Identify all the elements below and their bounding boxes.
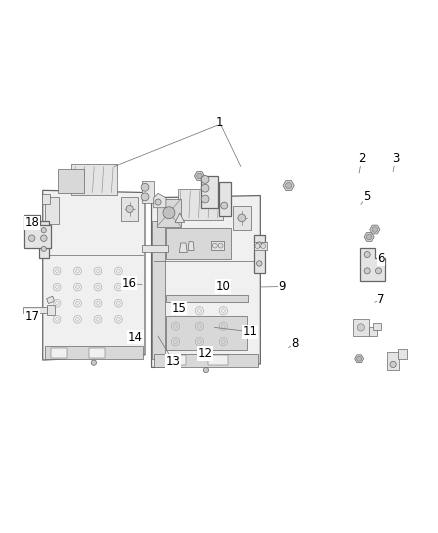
- Circle shape: [41, 228, 46, 233]
- Text: 5: 5: [363, 190, 371, 204]
- Bar: [141, 181, 154, 204]
- Circle shape: [218, 243, 223, 248]
- Polygon shape: [370, 225, 380, 234]
- Bar: [178, 189, 223, 220]
- Polygon shape: [180, 243, 187, 253]
- Circle shape: [201, 195, 209, 203]
- Circle shape: [212, 243, 217, 248]
- Text: 3: 3: [392, 152, 399, 165]
- Polygon shape: [47, 296, 54, 303]
- Circle shape: [357, 357, 362, 361]
- Bar: [39, 221, 49, 258]
- Bar: [254, 241, 267, 251]
- Bar: [45, 346, 143, 359]
- Circle shape: [141, 193, 149, 201]
- Circle shape: [141, 183, 149, 191]
- Text: 12: 12: [198, 347, 212, 360]
- Circle shape: [364, 268, 370, 274]
- Polygon shape: [194, 172, 205, 180]
- Bar: [58, 169, 84, 192]
- Bar: [369, 327, 378, 336]
- Polygon shape: [152, 196, 260, 367]
- Polygon shape: [360, 248, 385, 281]
- Circle shape: [364, 252, 370, 257]
- Bar: [166, 295, 248, 303]
- Circle shape: [255, 244, 260, 248]
- Text: 2: 2: [358, 152, 365, 165]
- Bar: [166, 316, 247, 350]
- Text: 7: 7: [377, 293, 385, 306]
- Circle shape: [238, 214, 246, 222]
- Polygon shape: [24, 215, 50, 248]
- Circle shape: [357, 324, 364, 331]
- Bar: [166, 228, 231, 259]
- Bar: [45, 197, 59, 224]
- Text: 10: 10: [216, 280, 231, 293]
- Bar: [47, 305, 55, 315]
- Text: 18: 18: [25, 216, 39, 230]
- Bar: [233, 206, 251, 230]
- Bar: [71, 164, 117, 195]
- Bar: [254, 235, 265, 273]
- Text: 17: 17: [25, 310, 39, 322]
- Circle shape: [261, 244, 266, 248]
- Polygon shape: [364, 232, 374, 241]
- Circle shape: [155, 199, 161, 205]
- Circle shape: [221, 202, 228, 209]
- Polygon shape: [283, 181, 294, 190]
- Text: 8: 8: [291, 337, 299, 350]
- Polygon shape: [188, 241, 194, 251]
- Text: 1: 1: [215, 116, 223, 130]
- Bar: [373, 322, 381, 330]
- Bar: [42, 193, 50, 204]
- Circle shape: [286, 182, 292, 189]
- Polygon shape: [355, 355, 364, 362]
- Circle shape: [375, 268, 381, 274]
- Bar: [167, 356, 186, 365]
- Bar: [398, 349, 407, 359]
- Circle shape: [201, 175, 209, 183]
- Text: 15: 15: [172, 302, 187, 315]
- Bar: [387, 352, 399, 370]
- Polygon shape: [154, 193, 166, 208]
- Circle shape: [201, 184, 209, 192]
- Bar: [219, 182, 231, 216]
- Circle shape: [367, 234, 372, 240]
- Text: 6: 6: [377, 252, 385, 265]
- Bar: [157, 199, 181, 227]
- Circle shape: [197, 173, 202, 179]
- Bar: [51, 348, 67, 358]
- Text: 11: 11: [243, 325, 258, 338]
- Text: 13: 13: [166, 355, 181, 368]
- Circle shape: [390, 361, 396, 368]
- Circle shape: [163, 207, 175, 219]
- Circle shape: [257, 261, 262, 266]
- Circle shape: [41, 235, 47, 241]
- Polygon shape: [43, 190, 145, 360]
- Bar: [152, 221, 165, 359]
- Circle shape: [91, 360, 96, 365]
- Bar: [154, 354, 258, 367]
- Bar: [142, 245, 168, 252]
- Bar: [121, 197, 138, 221]
- Bar: [353, 319, 369, 336]
- Circle shape: [41, 246, 46, 252]
- Circle shape: [372, 227, 378, 232]
- Polygon shape: [175, 213, 185, 223]
- Text: 16: 16: [121, 277, 136, 289]
- Text: 9: 9: [279, 280, 286, 293]
- Circle shape: [257, 242, 262, 247]
- Circle shape: [203, 367, 208, 373]
- Circle shape: [28, 235, 35, 241]
- Bar: [201, 176, 218, 208]
- Bar: [208, 356, 228, 365]
- Bar: [211, 241, 224, 250]
- Bar: [89, 348, 105, 358]
- Bar: [23, 307, 47, 313]
- Text: 14: 14: [128, 330, 143, 343]
- Circle shape: [28, 219, 35, 225]
- Circle shape: [126, 205, 133, 213]
